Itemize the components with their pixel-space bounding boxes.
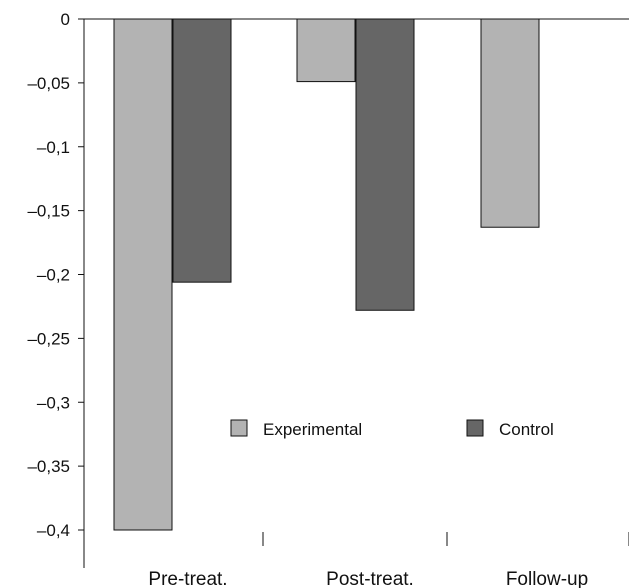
legend-swatch-experimental (230, 419, 248, 437)
y-tick-label: –0,2 (37, 266, 70, 285)
legend: Experimental Control (230, 419, 554, 439)
y-tick-label: –0,3 (37, 393, 70, 412)
y-tick-label: –0,25 (27, 329, 70, 348)
x-category-label: Post-treat. (326, 569, 414, 588)
bar-experimental-2 (296, 18, 356, 83)
bar-control-1 (172, 18, 232, 283)
legend-label-experimental: Experimental (263, 420, 362, 439)
bar-control-2 (355, 18, 415, 311)
y-tick-label: 0 (61, 10, 70, 29)
legend-swatch-control (466, 419, 484, 437)
x-category-label: Pre-treat. (148, 569, 227, 588)
y-tick-label: –0,35 (27, 457, 70, 476)
bar-experimental-1 (113, 18, 173, 531)
y-tick-label: –0,15 (27, 202, 70, 221)
x-category-label: Follow-up (506, 569, 588, 588)
axes: 0 –0,05 –0,1 –0,15 –0,2 –0,25 –0,3 –0,35 –0,4 Pre… (27, 10, 629, 588)
bar-experimental-3 (480, 18, 540, 228)
y-tick-label: –0,05 (27, 74, 70, 93)
bars (113, 18, 540, 531)
y-tick-label: –0,1 (37, 138, 70, 157)
y-tick-label: –0,4 (37, 521, 70, 540)
legend-label-control: Control (499, 420, 554, 439)
